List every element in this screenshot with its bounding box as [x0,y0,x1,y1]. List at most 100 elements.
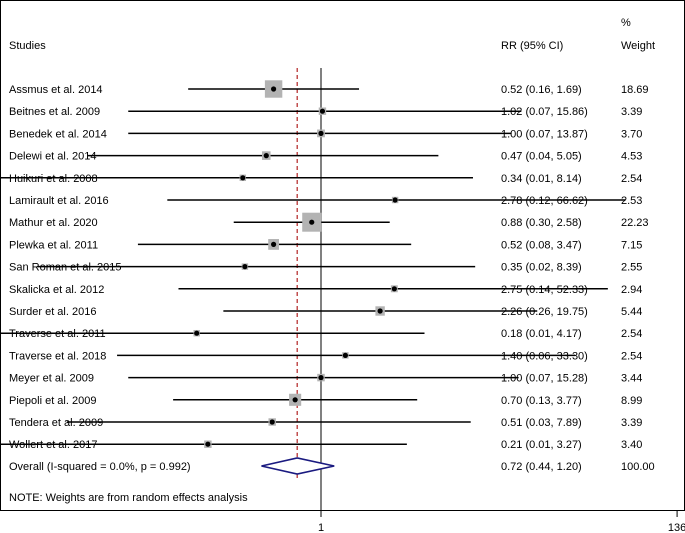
study-row: Benedek et al. 2014 1.00 (0.07, 13.87) 3.7… [9,128,642,140]
ci-text: 1.02 (0.07, 15.86) [501,106,588,118]
overall-diamond [261,457,335,475]
study-name: Piepoli et al. 2009 [9,395,96,407]
point-estimate [271,86,277,92]
ci-text: 2.75 (0.14, 52.33) [501,284,588,296]
weight-text: 3.40 [621,439,642,451]
weight-text: 2.53 [621,195,642,207]
weight-text: 3.70 [621,128,642,140]
study-row: Lamirault et al. 2016 2.78 (0.12, 66.62) 2… [9,195,642,207]
study-row: Mathur et al. 2020 0.88 (0.30, 2.58) 22.23 [9,212,649,232]
point-estimate [318,375,324,381]
point-estimate [392,197,398,203]
study-row: Delewi et al. 2014 0.47 (0.04, 5.05) 4.53 [9,151,642,163]
ci-text: 0.34 (0.01, 8.14) [501,173,582,185]
study-row: San Roman et al. 2015 0.35 (0.02, 8.39) 2.… [9,262,642,274]
study-name: San Roman et al. 2015 [9,262,122,274]
study-name: Mathur et al. 2020 [9,217,98,229]
point-estimate [242,264,248,270]
weight-text: 3.44 [621,373,642,385]
study-name: Wollert et al. 2017 [9,439,97,451]
header-weight: Weight [621,40,655,52]
ci-text: 0.47 (0.04, 5.05) [501,151,582,163]
weight-text: 22.23 [621,217,649,229]
study-name: Benedek et al. 2014 [9,128,107,140]
ci-text: 1.00 (0.07, 15.28) [501,373,588,385]
study-row: Traverse et al. 2018 1.40 (0.06, 33.30) 2.… [9,350,642,362]
point-estimate [318,130,324,136]
weight-text: 3.39 [621,417,642,429]
ci-text: 0.70 (0.13, 3.77) [501,395,582,407]
weight-text: 2.54 [621,350,642,362]
study-row: Surder et al. 2016 2.26 (0.26, 19.75) 5.44 [9,306,642,318]
study-rows: Assmus et al. 2014 0.52 (0.16, 1.69) 18.69… [0,80,649,451]
header-studies: Studies [9,40,46,52]
study-name: Traverse et al. 2011 [9,328,106,340]
x-tick-label: 1 [318,522,324,533]
study-row: Meyer et al. 2009 1.00 (0.07, 15.28) 3.44 [9,373,642,385]
weight-text: 7.15 [621,239,642,251]
study-name: Plewka et al. 2011 [9,239,98,251]
x-axis: .007351136 [318,511,685,533]
point-estimate [309,219,315,225]
header-weight-pct: % [621,17,631,29]
study-name: Huikuri et al. 2008 [9,173,98,185]
study-name: Delewi et al. 2014 [9,151,96,163]
study-row: Huikuri et al. 2008 0.34 (0.01, 8.14) 2.54 [0,173,642,185]
study-row: Beitnes et al. 2009 1.02 (0.07, 15.86) 3.3… [9,106,642,118]
ci-text: 0.18 (0.01, 4.17) [501,328,582,340]
point-estimate [271,241,277,247]
weight-text: 3.39 [621,106,642,118]
weight-text: 18.69 [621,84,649,96]
point-estimate [194,330,200,336]
ci-text: 2.78 (0.12, 66.62) [501,195,588,207]
weight-text: 2.54 [621,173,642,185]
weight-text: 2.94 [621,284,642,296]
study-row: Wollert et al. 2017 0.21 (0.01, 3.27) 3.40 [0,439,642,451]
study-row: Piepoli et al. 2009 0.70 (0.13, 3.77) 8.99 [9,393,642,407]
point-estimate [292,397,298,403]
point-estimate [342,352,348,358]
ci-text: 0.52 (0.08, 3.47) [501,239,582,251]
ci-text: 0.88 (0.30, 2.58) [501,217,582,229]
weights-note: NOTE: Weights are from random effects an… [9,492,248,504]
weight-text: 4.53 [621,151,642,163]
study-name: Surder et al. 2016 [9,306,96,318]
study-name: Beitnes et al. 2009 [9,106,100,118]
point-estimate [377,308,383,314]
weight-text: 5.44 [621,306,642,318]
plot-frame [0,0,685,511]
ci-text: 2.26 (0.26, 19.75) [501,306,588,318]
ci-text: 0.52 (0.16, 1.69) [501,84,582,96]
study-row: Tendera et al. 2009 0.51 (0.03, 7.89) 3.39 [9,417,642,429]
study-name: Meyer et al. 2009 [9,373,94,385]
study-name: Assmus et al. 2014 [9,84,103,96]
ci-text: 0.21 (0.01, 3.27) [501,439,582,451]
overall-ci-text: 0.72 (0.44, 1.20) [501,461,582,473]
study-row: Plewka et al. 2011 0.52 (0.08, 3.47) 7.15 [9,239,642,251]
study-row: Skalicka et al. 2012 2.75 (0.14, 52.33) 2.… [9,284,642,296]
ci-text: 0.35 (0.02, 8.39) [501,262,582,274]
study-name: Skalicka et al. 2012 [9,284,104,296]
weight-text: 2.54 [621,328,642,340]
ci-text: 1.40 (0.06, 33.30) [501,350,588,362]
point-estimate [205,441,211,447]
ci-text: 0.51 (0.03, 7.89) [501,417,582,429]
study-row: Traverse et al. 2011 0.18 (0.01, 4.17) 2.5… [0,328,642,340]
study-name: Tendera et al. 2009 [9,417,103,429]
weight-text: 2.55 [621,262,642,274]
point-estimate [263,153,269,159]
point-estimate [391,286,397,292]
header-effect: RR (95% CI) [501,40,563,52]
study-name: Traverse et al. 2018 [9,350,106,362]
study-name: Lamirault et al. 2016 [9,195,109,207]
overall-label: Overall (I-squared = 0.0%, p = 0.992) [9,461,191,473]
point-estimate [240,175,246,181]
x-tick-label: 136 [668,522,685,533]
weight-text: 8.99 [621,395,642,407]
point-estimate [269,419,275,425]
study-row: Assmus et al. 2014 0.52 (0.16, 1.69) 18.69 [9,80,649,98]
ci-text: 1.00 (0.07, 13.87) [501,128,588,140]
overall-weight-text: 100.00 [621,461,655,473]
point-estimate [319,108,326,114]
